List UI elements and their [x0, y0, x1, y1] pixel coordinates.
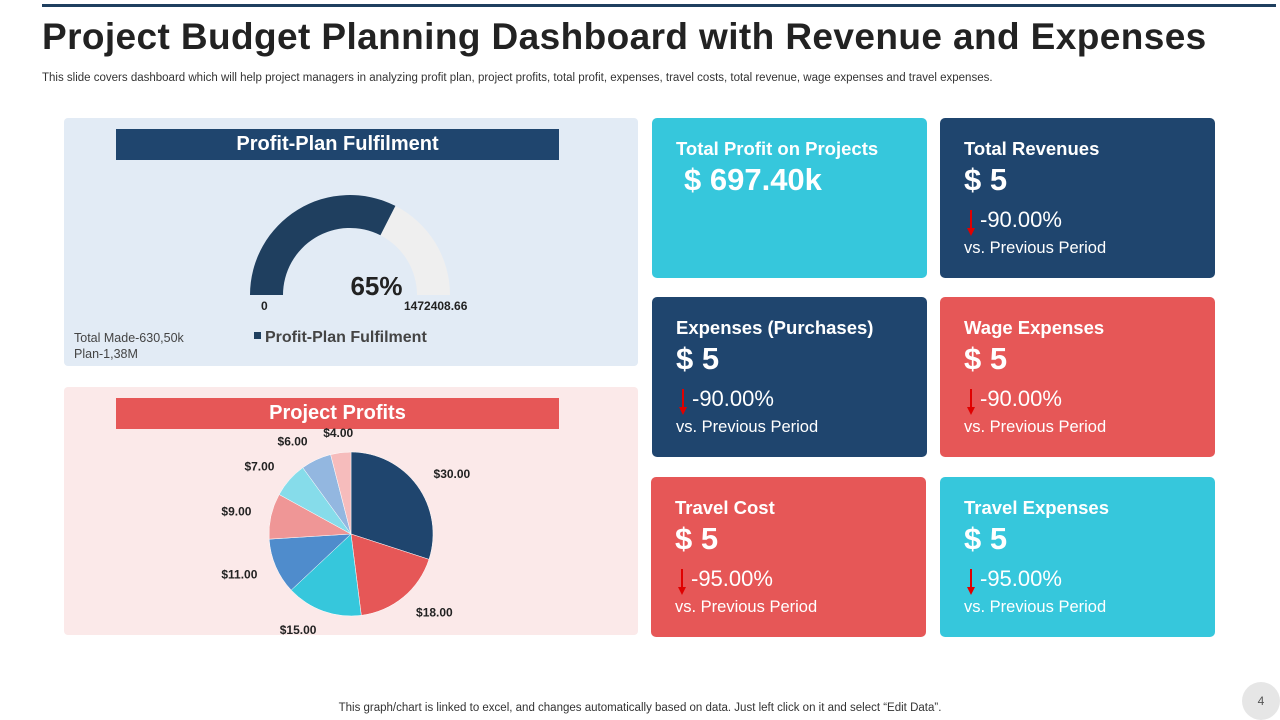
profit-plan-title: Profit-Plan Fulfilment [116, 129, 559, 160]
pie-data-label: $4.00 [323, 426, 353, 440]
travel-cost-title: Travel Cost [675, 497, 775, 518]
travel-cost-note: vs. Previous Period [675, 598, 818, 616]
wage-expenses-value: $ 5 [964, 341, 1008, 376]
wage-expenses-change: -90.00% [964, 385, 1062, 415]
pie-slice[interactable] [330, 451, 352, 535]
expenses-purchases-change: -90.00% [676, 385, 774, 415]
project-profits-panel: Project Profits $30.00 $18.00 $15.00 $11.00… [64, 387, 638, 635]
expenses-purchases-note: vs. Previous Period [676, 418, 819, 436]
gauge-chart[interactable] [64, 118, 638, 366]
expenses-purchases-title: Expenses (Purchases) [676, 317, 874, 338]
travel-expenses-card: Travel Expenses $ 5 -95.00% vs. Previous Pe… [940, 477, 1215, 637]
total-revenues-note: vs. Previous Period [964, 239, 1107, 257]
expenses-purchases-value: $ 5 [676, 341, 720, 376]
gauge-legend-label: Profit-Plan Fulfilment [265, 329, 427, 346]
total-revenues-title: Total Revenues [964, 138, 1100, 159]
travel-expenses-note: vs. Previous Period [964, 598, 1107, 616]
wage-expenses-title: Wage Expenses [964, 317, 1105, 338]
pie-slice[interactable] [350, 533, 430, 616]
legend-swatch [254, 332, 261, 340]
pie-data-label: $15.00 [280, 623, 317, 635]
pie-data-label: $6.00 [278, 435, 308, 449]
page-subtitle: This slide covers dashboard which will h… [42, 72, 993, 84]
travel-cost-card: Travel Cost $ 5 -95.00% vs. Previous Period [651, 477, 926, 637]
total-profit-value: $ 697.40k [684, 162, 822, 197]
footer-note: This graph/chart is linked to excel, and… [338, 702, 942, 714]
gauge-legend: Profit-Plan Fulfilment [254, 329, 427, 347]
top-rule [42, 4, 1276, 7]
project-profits-title: Project Profits [116, 398, 559, 429]
gauge-filled-arc [250, 195, 396, 295]
total-profit-card: Total Profit on Projects $ 697.40k [652, 118, 927, 278]
expenses-purchases-card: Expenses (Purchases) $ 5 -90.00% vs. Previo… [652, 297, 927, 457]
total-revenues-card: Total Revenues $ 5 -90.00% vs. Previous Per… [940, 118, 1215, 278]
travel-cost-change: -95.00% [675, 565, 773, 595]
down-arrow-icon [967, 210, 975, 236]
down-arrow-icon [678, 569, 686, 595]
pie-data-label: $18.00 [416, 606, 453, 620]
pie-chart[interactable]: $30.00 $18.00 $15.00 $11.00 $9.00 $7.00 $6.00 $… [64, 387, 638, 635]
pie-data-label: $11.00 [221, 568, 257, 582]
profit-plan-panel: Profit-Plan Fulfilment 65% 0 1472408.66 … [64, 118, 638, 366]
down-arrow-icon [967, 569, 975, 595]
travel-expenses-title: Travel Expenses [964, 497, 1110, 518]
travel-cost-value: $ 5 [675, 521, 719, 556]
travel-expenses-change: -95.00% [964, 565, 1062, 595]
pie-slice[interactable] [350, 451, 434, 560]
gauge-note-plan: Plan-1,38M [74, 347, 138, 361]
gauge-min-label: 0 [261, 299, 268, 313]
pie-slice[interactable] [290, 533, 362, 617]
pie-data-label: $30.00 [434, 467, 471, 481]
gauge-note-total: Total Made-630,50k [74, 331, 184, 345]
down-arrow-icon [967, 389, 975, 415]
total-revenues-change: -90.00% [964, 206, 1062, 236]
gauge-max-label: 1472408.66 [404, 299, 468, 313]
down-arrow-icon [679, 389, 687, 415]
wage-expenses-note: vs. Previous Period [964, 418, 1107, 436]
total-revenues-value: $ 5 [964, 162, 1008, 197]
gauge-note: Total Made-630,50k Plan-1,38M [74, 330, 184, 362]
gauge-percent: 65% [350, 271, 403, 301]
pie-data-label: $9.00 [221, 505, 251, 519]
gauge-remaining-arc [380, 205, 450, 295]
pie-data-label: $7.00 [244, 460, 274, 474]
wage-expenses-card: Wage Expenses $ 5 -90.00% vs. Previous Peri… [940, 297, 1215, 457]
travel-expenses-value: $ 5 [964, 521, 1008, 556]
page-number: 4 [1242, 682, 1280, 720]
total-profit-title: Total Profit on Projects [676, 138, 879, 159]
page-title: Project Budget Planning Dashboard with R… [42, 16, 1207, 57]
